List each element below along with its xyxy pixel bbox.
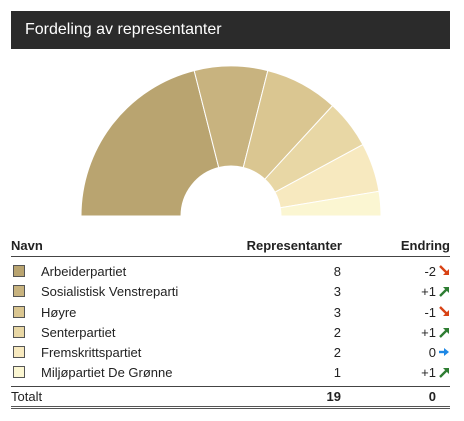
party-change: +1 [421, 365, 436, 381]
seat-distribution-chart [80, 65, 382, 217]
party-change: +1 [421, 284, 436, 300]
party-name: Arbeiderpartiet [41, 264, 127, 279]
party-seats: 3 [333, 304, 341, 320]
party-seats: 1 [333, 365, 341, 381]
total-row: Totalt 19 0 [11, 385, 450, 409]
total-label: Totalt [11, 388, 43, 404]
party-seats: 2 [333, 324, 341, 340]
total-seats: 19 [326, 388, 341, 404]
table-body: Arbeiderpartiet 8 -2 Sosialistisk Venstrepa… [11, 261, 450, 383]
table-row: Senterpartiet 2 +1 [11, 322, 450, 342]
table-row: Miljøpartiet De Grønne 1 +1 [11, 362, 450, 382]
results-table: Navn Representanter Endring Arbeiderpart… [11, 236, 450, 409]
party-change: +1 [421, 324, 436, 340]
panel-header: Fordeling av representanter [11, 11, 450, 49]
party-name: Sosialistisk Venstreparti [41, 284, 179, 300]
trend-down-icon [438, 305, 450, 319]
chart-slice-1[interactable] [80, 69, 220, 217]
legend-swatch [13, 325, 25, 338]
legend-swatch [13, 366, 25, 379]
legend-swatch [13, 305, 25, 318]
trend-up-icon [438, 284, 450, 298]
table-row: Sosialistisk Venstreparti 3 +1 [11, 281, 450, 301]
party-change: -2 [424, 264, 436, 279]
total-change: 0 [428, 388, 436, 404]
col-seats-header: Representanter [246, 238, 342, 253]
col-name-header: Navn [11, 238, 43, 253]
table-row: Arbeiderpartiet 8 -2 [11, 261, 450, 281]
party-name: Høyre [41, 304, 77, 320]
party-name: Miljøpartiet De Grønne [41, 365, 173, 381]
table-row: Høyre 3 -1 [11, 302, 450, 322]
table-row: Fremskrittspartiet 2 0 [11, 342, 450, 362]
trend-flat-icon [438, 345, 450, 359]
col-change-header: Endring [400, 238, 450, 253]
party-change: -1 [424, 304, 436, 320]
chart-slice-6[interactable] [279, 190, 382, 217]
party-seats: 8 [333, 264, 341, 279]
party-name: Senterpartiet [41, 324, 116, 340]
trend-up-icon [438, 325, 450, 339]
legend-swatch [13, 285, 25, 298]
trend-down-icon [438, 264, 450, 278]
party-name: Fremskrittspartiet [41, 345, 142, 361]
party-seats: 2 [333, 345, 341, 361]
panel-title: Fordeling av representanter [25, 21, 222, 38]
table-header: Navn Representanter Endring [11, 236, 450, 257]
trend-up-icon [438, 365, 450, 379]
legend-swatch [13, 346, 25, 359]
party-seats: 3 [333, 284, 341, 300]
party-change: 0 [428, 345, 436, 361]
legend-swatch [13, 265, 25, 277]
